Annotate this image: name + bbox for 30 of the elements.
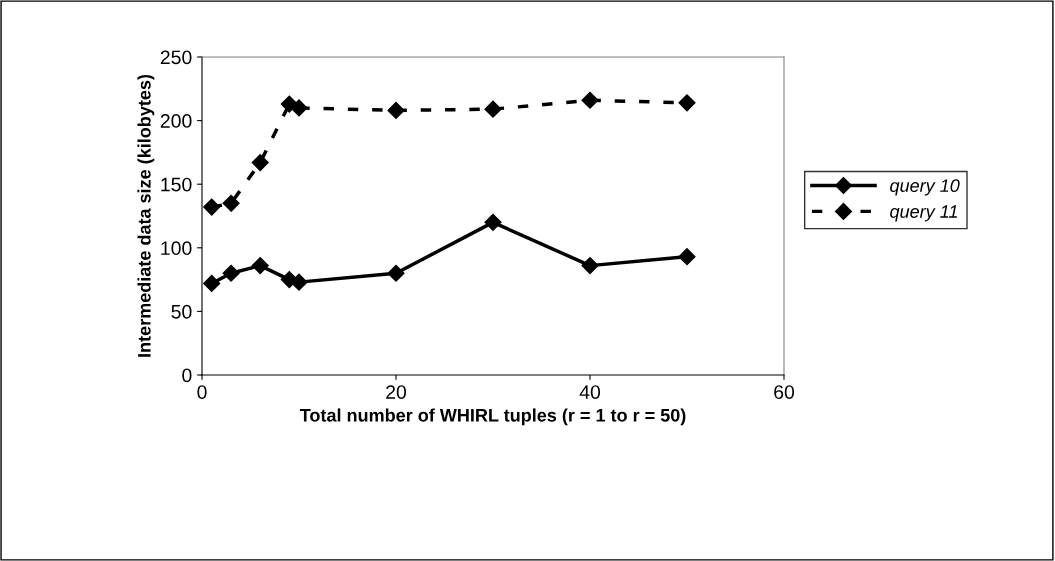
- point: [203, 198, 221, 216]
- point: [251, 257, 269, 275]
- y-tick-label: 150: [161, 177, 192, 192]
- y-tick-label: 0: [182, 368, 192, 383]
- point: [678, 94, 696, 112]
- x-tick-label: 40: [579, 385, 601, 399]
- point: [484, 213, 502, 231]
- y-tick-label: 250: [160, 50, 192, 65]
- x-axis-title: Total number of WHIRL tuples (r = 1 to r = 50): [299, 408, 686, 426]
- legend-label: query 11: [890, 205, 957, 222]
- y-tick-label: 100: [161, 241, 192, 256]
- x-tick-label: 0: [197, 385, 207, 399]
- point: [387, 264, 405, 282]
- y-tick-label: 50: [171, 304, 192, 319]
- point: [290, 99, 308, 117]
- point: [251, 154, 269, 172]
- x-tick-label: 20: [386, 385, 407, 399]
- point: [203, 274, 221, 292]
- point: [581, 91, 599, 109]
- point: [484, 100, 502, 118]
- point: [280, 95, 298, 113]
- point: [678, 248, 696, 266]
- point: [222, 264, 240, 282]
- point: [387, 101, 405, 119]
- legend-label: query 10: [890, 179, 960, 196]
- point: [222, 194, 240, 212]
- point: [581, 257, 599, 275]
- x-tick-label: 60: [774, 385, 795, 399]
- y-axis-title: Intermediate data size (kilobytes): [137, 74, 155, 357]
- y-tick-label: 200: [160, 114, 192, 128]
